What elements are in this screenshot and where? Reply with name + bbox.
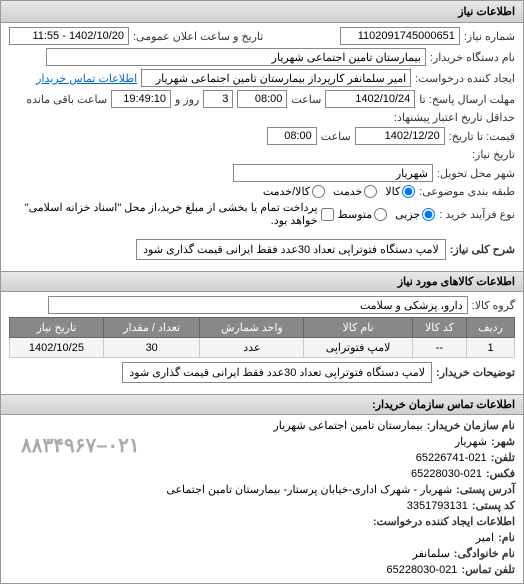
last-name-value: سلمانفر	[413, 547, 450, 560]
creator-title: اطلاعات ایجاد کننده درخواست:	[373, 515, 515, 528]
buyer-device-input[interactable]	[46, 48, 426, 66]
validity-label: حداقل تاریخ اعتبار پیشنهاد:	[394, 111, 515, 124]
delivery-city-label: شهر محل تحویل:	[437, 167, 515, 180]
days-label: روز و	[175, 93, 199, 106]
purchase-process-label: نوع فرآیند خرید :	[439, 208, 515, 221]
response-deadline-label: مهلت ارسال پاسخ: تا	[419, 93, 515, 106]
fax-value: 65228030-021	[411, 468, 482, 480]
first-name-label: نام:	[498, 531, 515, 544]
time-label-2: ساعت	[321, 130, 351, 143]
th-date: تاریخ نیاز	[10, 318, 104, 338]
city-value: شهریار	[455, 435, 487, 448]
validity-label2: قیمت: تا تاریخ:	[449, 130, 515, 143]
buyer-note-box: لامپ دستگاه فتوتراپی تعداد 30عدد فقط ایر…	[122, 362, 432, 383]
deadline-label: تاریخ نیاز:	[472, 148, 515, 161]
announce-date-input[interactable]	[9, 27, 129, 45]
phone-label: تلفن:	[491, 451, 515, 464]
contact-section-header: اطلاعات تماس سازمان خریدار:	[1, 394, 523, 415]
phone-value: 65226741-021	[416, 452, 487, 464]
contact-phone-value: 65228030-021	[386, 564, 457, 576]
treasury-checkbox[interactable]: پرداخت تمام یا بخشی از مبلغ خرید،از محل …	[9, 201, 334, 227]
remaining-label: ساعت باقی مانده	[26, 93, 107, 106]
radio-kala[interactable]: کالا	[385, 185, 415, 198]
radio-jozi[interactable]: جزیی	[395, 208, 435, 221]
th-code: کد کالا	[412, 318, 466, 338]
validity-time-input[interactable]	[267, 127, 317, 145]
postal-label: آدرس پستی:	[456, 483, 515, 496]
radio-khedmat[interactable]: خدمت	[333, 185, 377, 198]
delivery-city-input[interactable]	[233, 164, 433, 182]
budget-type-label: طبقه بندی موضوعی:	[419, 185, 515, 198]
contact-phone-label: تلفن تماس:	[461, 563, 515, 576]
radio-kala-khedmat[interactable]: کالا/خدمت	[263, 185, 325, 198]
need-number-label: شماره نیاز:	[464, 30, 515, 43]
table-row: 1 -- لامپ فتوتراپی عدد 30 1402/10/25	[10, 338, 515, 358]
th-unit: واحد شمارش	[200, 318, 304, 338]
city-label: شهر:	[491, 435, 515, 448]
buyer-contact-link[interactable]: اطلاعات تماس خریدار	[36, 72, 137, 85]
time-label-1: ساعت	[291, 93, 321, 106]
validity-date-input[interactable]	[355, 127, 445, 145]
big-phone-watermark: ۰۲۱–۸۸۳۴۹۶۷	[21, 433, 140, 458]
goods-group-label: گروه کالا:	[472, 299, 515, 312]
need-number-input[interactable]	[340, 27, 460, 45]
response-time-input[interactable]	[237, 90, 287, 108]
org-name-value: بیمارستان تامین اجتماعی شهریار	[273, 419, 422, 432]
buyer-note-label: توضیحات خریدار:	[436, 366, 515, 379]
response-date-input[interactable]	[325, 90, 415, 108]
goods-group-input[interactable]	[48, 296, 468, 314]
org-name-label: نام سازمان خریدار:	[427, 419, 515, 432]
buyer-device-label: نام دستگاه خریدار:	[430, 51, 515, 64]
need-desc-box: لامپ دستگاه فتوتراپی تعداد 30عدد فقط ایر…	[136, 239, 446, 260]
remaining-input[interactable]	[111, 90, 171, 108]
postal-value: شهریار - شهرک اداری-خیابان پرستار- بیمار…	[166, 483, 452, 496]
announce-date-label: تاریخ و ساعت اعلان عمومی:	[133, 30, 263, 43]
th-name: نام کالا	[304, 318, 412, 338]
first-name-value: امیر	[476, 531, 494, 544]
goods-section-header: اطلاعات کالاهای مورد نیاز	[1, 271, 523, 292]
postal-code-value: 3351793131	[407, 500, 468, 512]
request-creator-label: ایجاد کننده درخواست:	[415, 72, 515, 85]
radio-motavaset[interactable]: متوسط	[338, 208, 388, 221]
need-desc-label: شرح کلی نیاز:	[450, 243, 515, 256]
postal-code-label: کد پستی:	[472, 499, 515, 512]
goods-table: ردیف کد کالا نام کالا واحد شمارش تعداد /…	[9, 317, 515, 358]
last-name-label: نام خانوادگی:	[454, 547, 515, 560]
panel-header: اطلاعات نیاز	[1, 1, 523, 23]
th-idx: ردیف	[467, 318, 515, 338]
fax-label: فکس:	[486, 467, 515, 480]
request-creator-input[interactable]	[141, 69, 411, 87]
th-qty: تعداد / مقدار	[103, 318, 200, 338]
response-days-input[interactable]	[203, 90, 233, 108]
